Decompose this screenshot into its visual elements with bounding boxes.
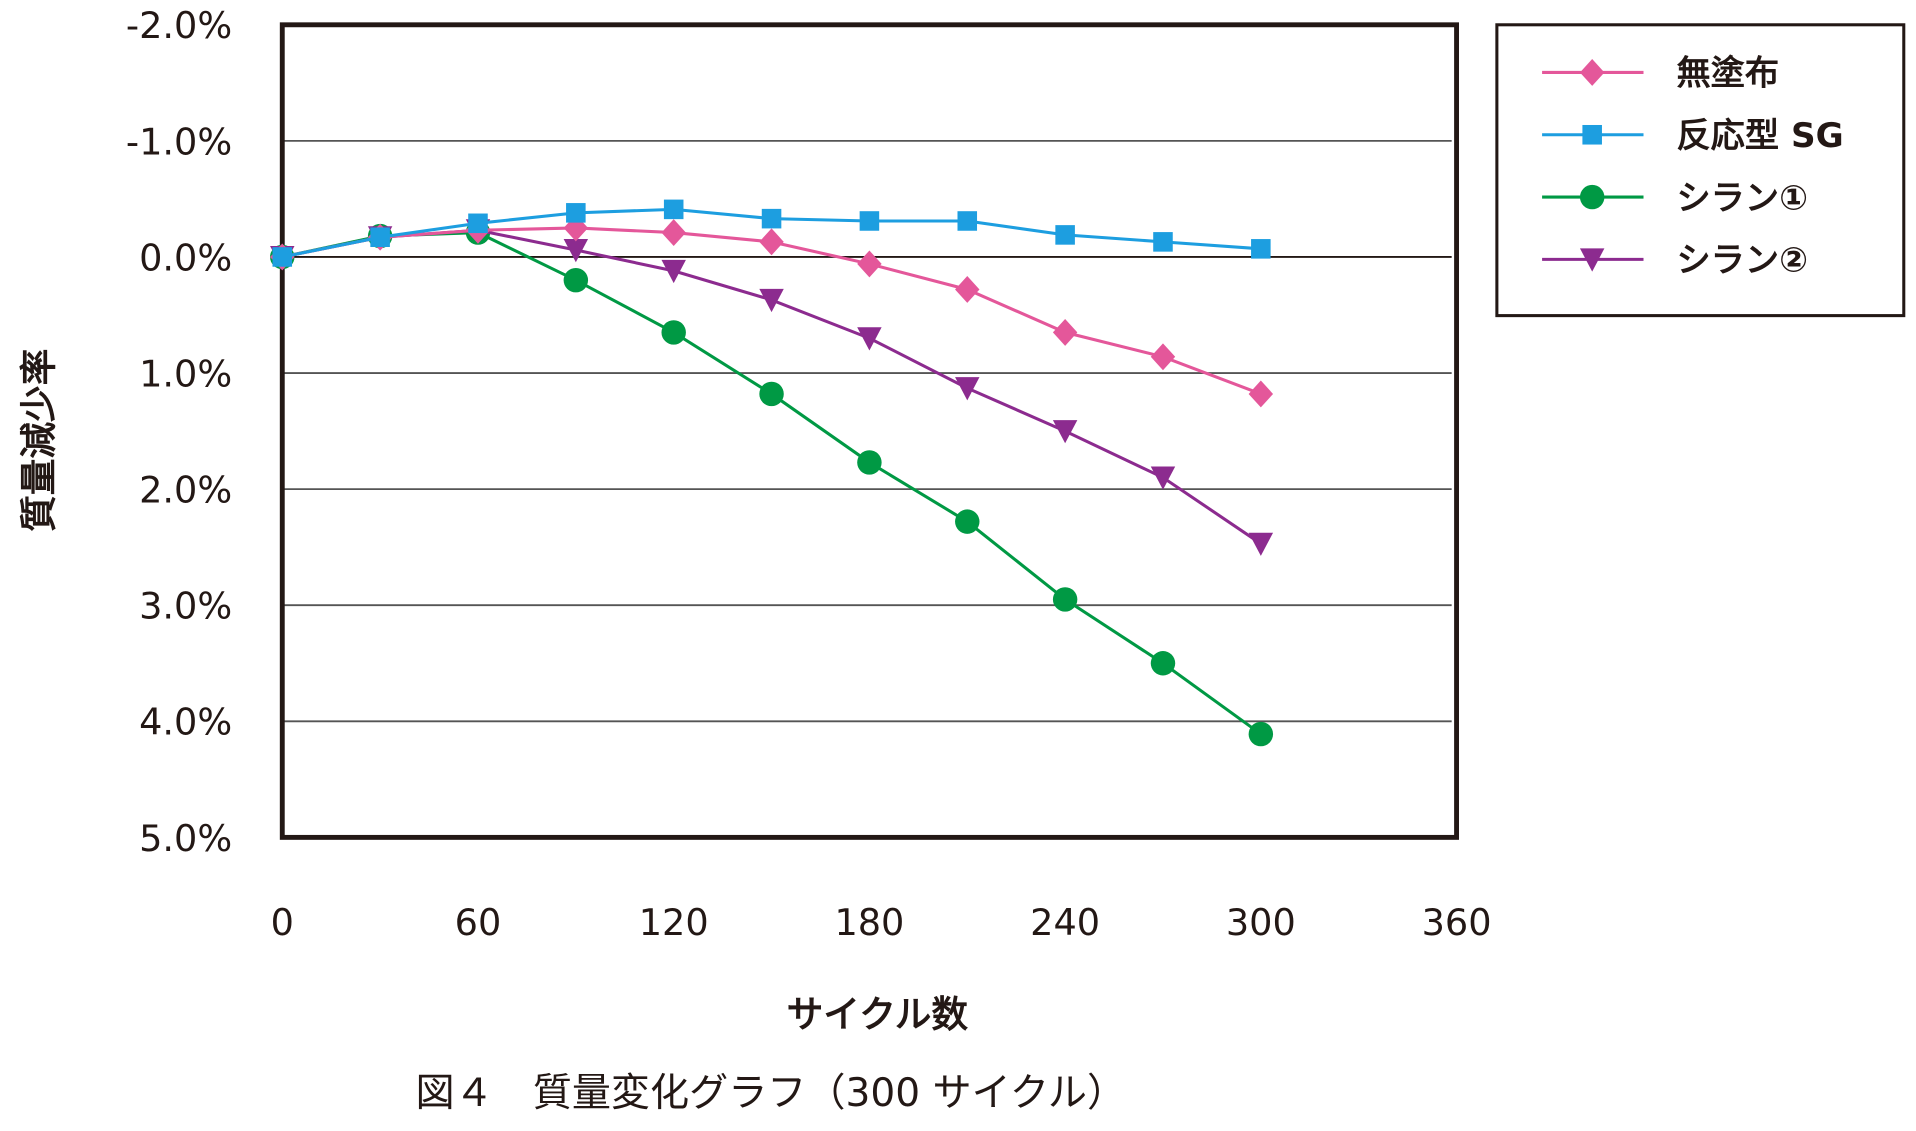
legend-marker: [1579, 59, 1605, 86]
data-point: [857, 327, 882, 351]
y-axis-title: 質量減少率: [17, 349, 60, 532]
data-point: [370, 227, 390, 248]
y-tick-label: -2.0%: [126, 4, 232, 47]
legend-marker: [1579, 184, 1605, 210]
legend-label: シラン②: [1677, 241, 1809, 281]
y-tick-labels: -2.0% -1.0% 0.0% 1.0% 2.0% 3.0% 4.0% 5.0%: [126, 4, 232, 860]
data-point: [1150, 343, 1176, 371]
data-point: [563, 238, 589, 263]
x-tick-label: 240: [1030, 901, 1100, 944]
data-point: [1248, 532, 1274, 556]
data-point: [1150, 466, 1176, 490]
data-point: [1055, 225, 1075, 245]
legend-label: 反応型 SG: [1677, 116, 1844, 156]
data-point: [1248, 380, 1274, 408]
x-tick-label: 120: [639, 901, 709, 944]
y-tick-label: 3.0%: [139, 585, 232, 628]
data-point: [1251, 239, 1271, 259]
x-tick-label: 60: [455, 901, 502, 944]
figure-caption: 図４ 質量変化グラフ（300 サイクル）: [415, 1071, 1126, 1116]
data-point: [857, 450, 882, 475]
data-point: [661, 219, 686, 247]
data-point: [955, 377, 980, 401]
legend-item: シラン①: [1542, 178, 1808, 218]
data-point: [957, 211, 978, 231]
legend-marker: [1579, 248, 1605, 272]
data-point: [761, 208, 782, 229]
y-tick-label: 0.0%: [139, 236, 232, 279]
data-point: [1150, 651, 1176, 676]
x-tick-label: 300: [1226, 901, 1296, 944]
y-tick-label: 2.0%: [139, 469, 232, 512]
data-point: [759, 288, 784, 313]
x-tick-label: 360: [1422, 901, 1492, 944]
data-point: [563, 267, 589, 293]
plot-area-frame: [279, 22, 1459, 840]
data-point: [661, 320, 686, 345]
data-point: [272, 247, 293, 267]
data-point: [661, 259, 686, 284]
data-point: [857, 250, 882, 278]
x-tick-labels: 0 60 120 180 240 300 360: [271, 901, 1492, 944]
series-group: [270, 199, 1274, 747]
data-point: [1153, 232, 1173, 252]
y-tick-label: 5.0%: [139, 817, 232, 860]
legend-item: 無塗布: [1542, 54, 1779, 94]
y-tick-label: 4.0%: [139, 701, 232, 744]
data-point: [663, 199, 684, 220]
data-point: [759, 228, 784, 256]
y-tick-label: 1.0%: [139, 352, 232, 395]
legend-marker: [1582, 124, 1602, 145]
data-point: [1052, 587, 1078, 612]
x-tick-label: 0: [271, 901, 294, 944]
data-point: [468, 213, 488, 234]
data-point: [759, 381, 784, 407]
x-axis-title: サイクル数: [787, 993, 969, 1036]
y-tick-label: -1.0%: [126, 120, 232, 163]
legend-item: 反応型 SG: [1542, 116, 1844, 156]
data-point: [1248, 721, 1274, 747]
data-point: [1052, 318, 1078, 346]
series-1: [272, 199, 1271, 267]
gridlines: [282, 139, 1452, 723]
data-point: [955, 276, 980, 303]
legend-label: 無塗布: [1677, 54, 1780, 94]
data-point: [859, 211, 880, 231]
data-point: [566, 203, 586, 223]
data-point: [955, 509, 980, 534]
legend-label: シラン①: [1677, 178, 1809, 218]
data-point: [1052, 420, 1078, 444]
x-tick-label: 180: [834, 901, 904, 944]
legend-item: シラン②: [1542, 241, 1808, 281]
